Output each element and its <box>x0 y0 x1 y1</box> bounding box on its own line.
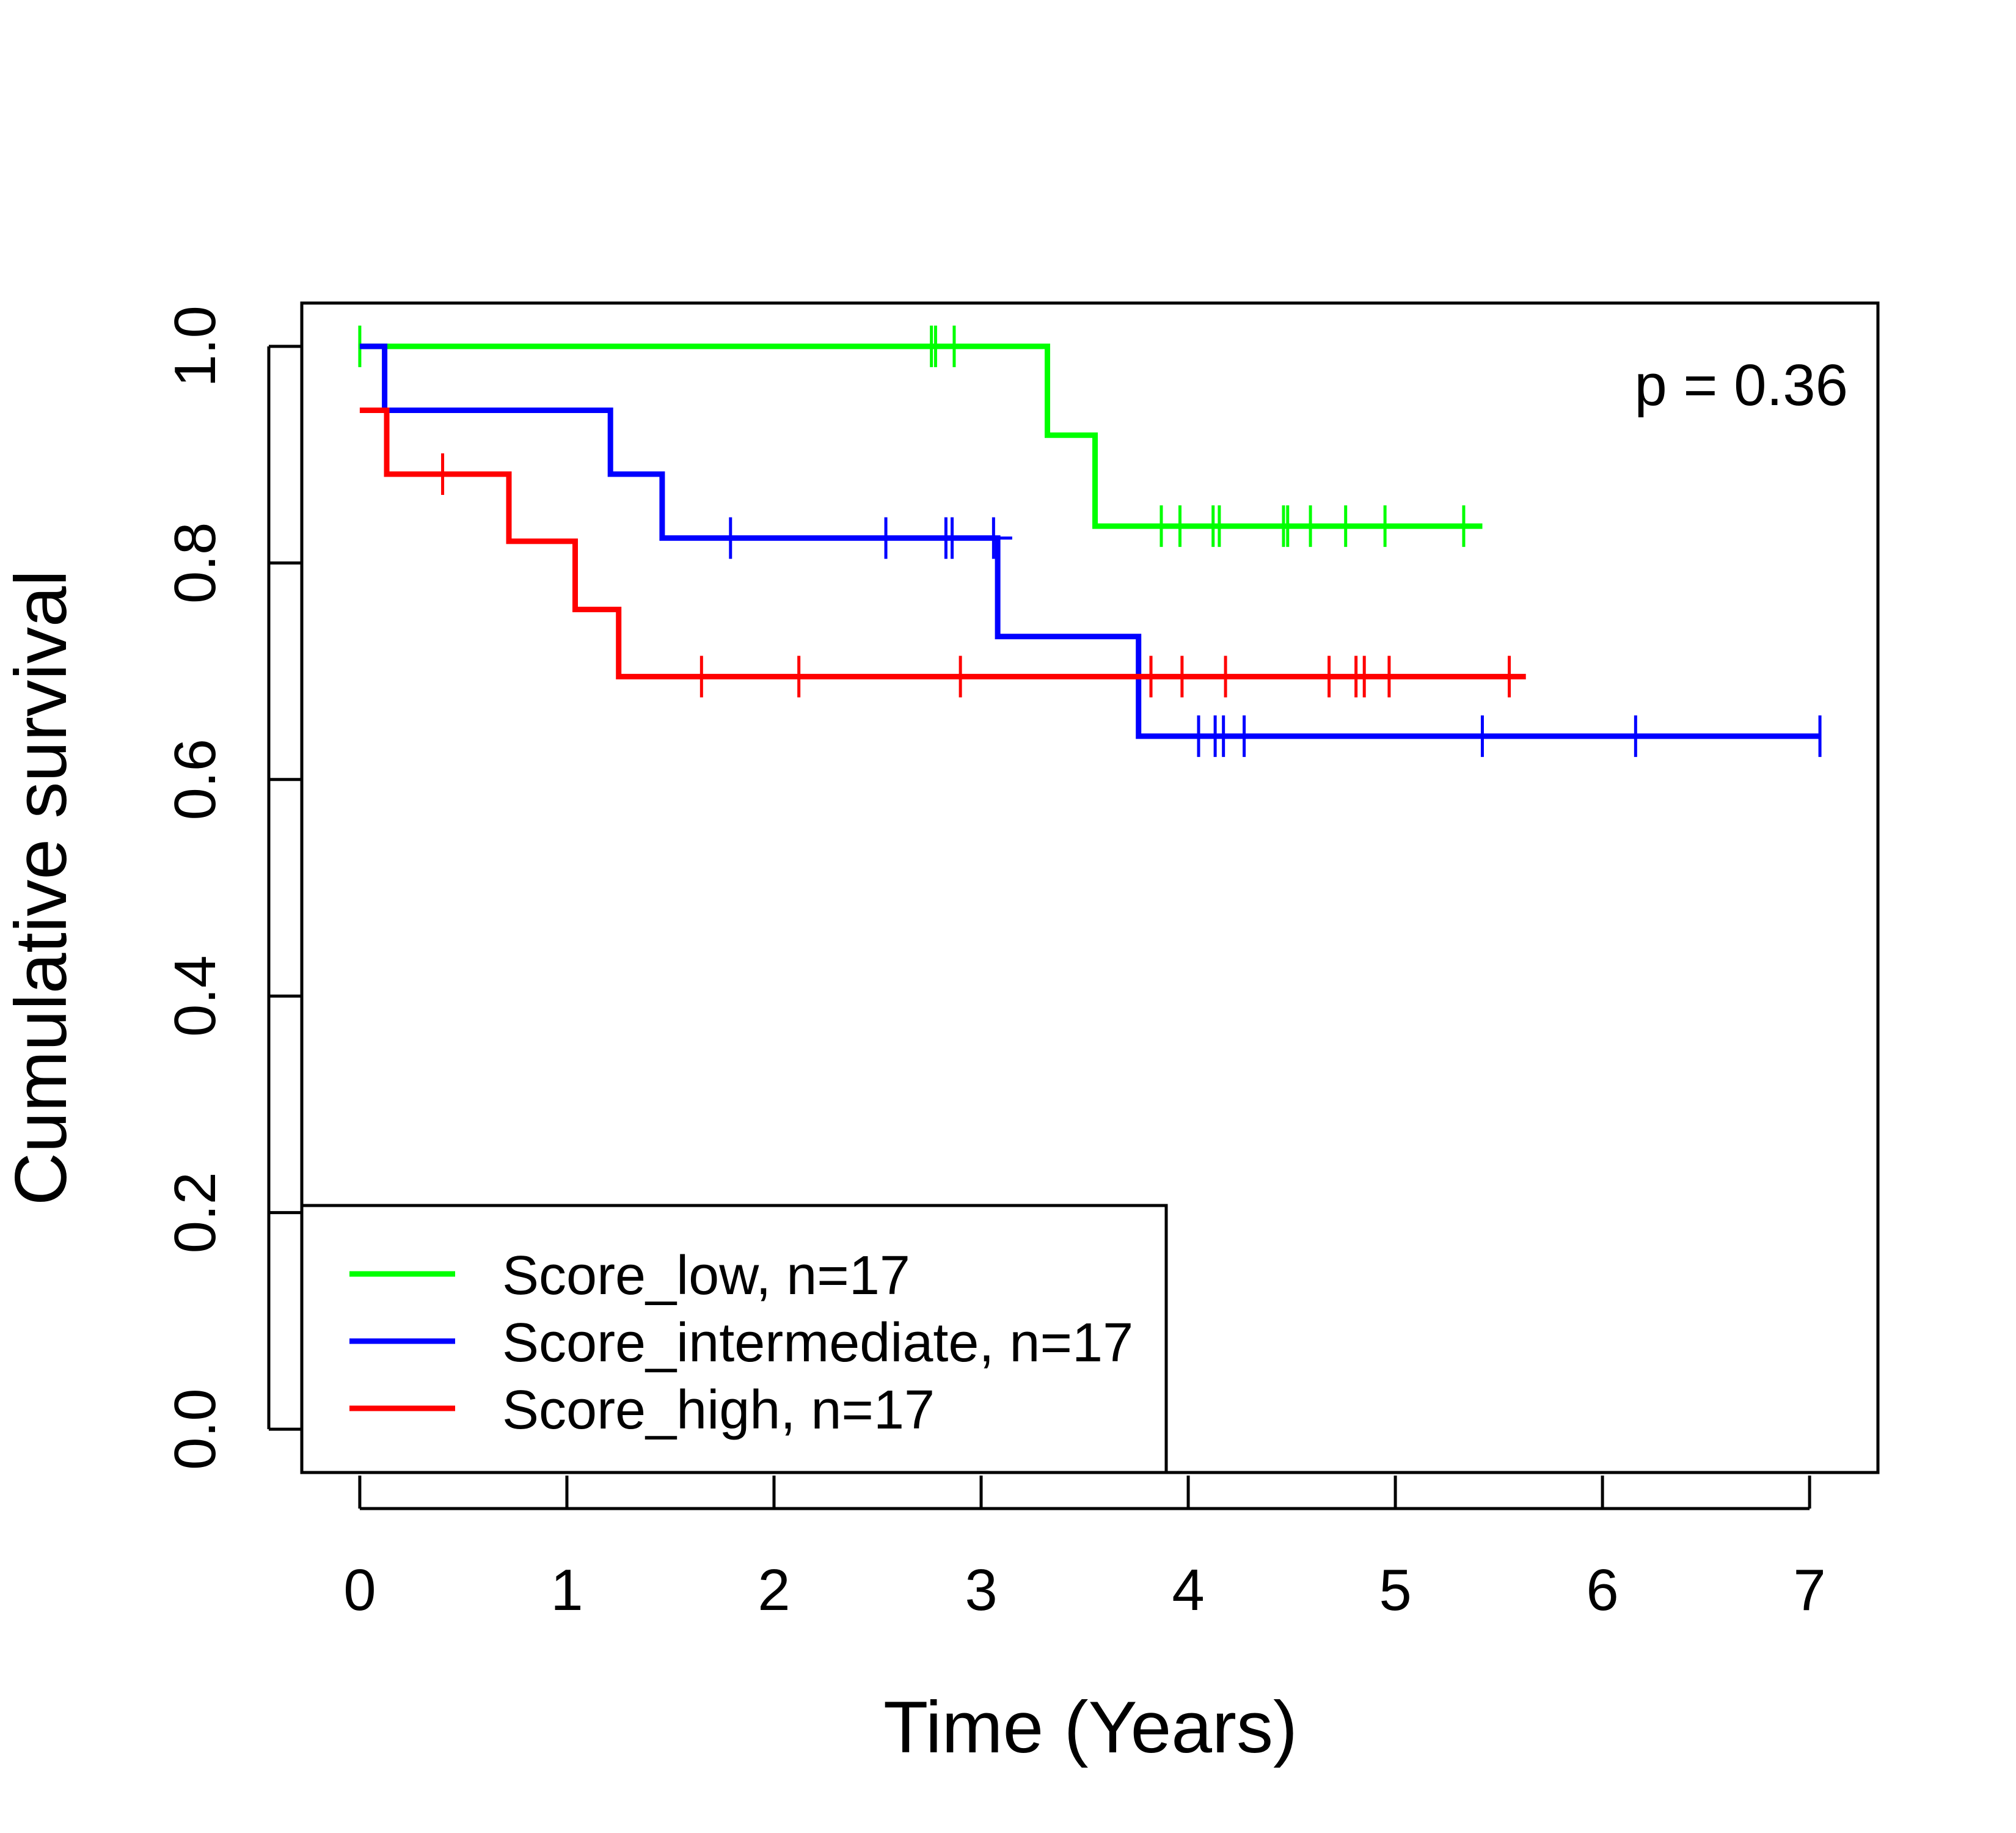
y-tick-label: 1.0 <box>163 306 228 387</box>
y-tick-label: 0.2 <box>163 1172 228 1253</box>
y-tick-label: 0.4 <box>163 955 228 1036</box>
legend-label: Score_low, n=17 <box>502 1245 910 1306</box>
x-axis-label: Time (Years) <box>883 1686 1298 1768</box>
y-tick-label: 0.6 <box>163 739 228 820</box>
x-tick-label: 7 <box>1793 1557 1825 1623</box>
survival-curve <box>359 343 1483 529</box>
survival-curve <box>359 343 1821 739</box>
x-tick-label: 0 <box>343 1557 376 1623</box>
survival-curve <box>359 408 1526 679</box>
x-tick-label: 6 <box>1586 1557 1618 1623</box>
series-2 <box>359 343 1822 757</box>
series-3 <box>359 408 1526 698</box>
y-tick-label: 0.0 <box>163 1388 228 1469</box>
x-tick-label: 2 <box>758 1557 790 1623</box>
series-1 <box>358 325 1483 547</box>
x-tick-label: 1 <box>550 1557 583 1623</box>
legend-label: Score_high, n=17 <box>502 1380 935 1441</box>
x-tick-label: 4 <box>1172 1557 1204 1623</box>
legend-label: Score_intermediate, n=17 <box>502 1312 1133 1374</box>
y-axis-label: Cumulative survival <box>0 570 82 1206</box>
y-tick-label: 0.8 <box>163 522 228 604</box>
x-tick-label: 5 <box>1379 1557 1411 1623</box>
p-value-annotation: p = 0.36 <box>1634 353 1848 418</box>
x-tick-label: 3 <box>965 1557 997 1623</box>
